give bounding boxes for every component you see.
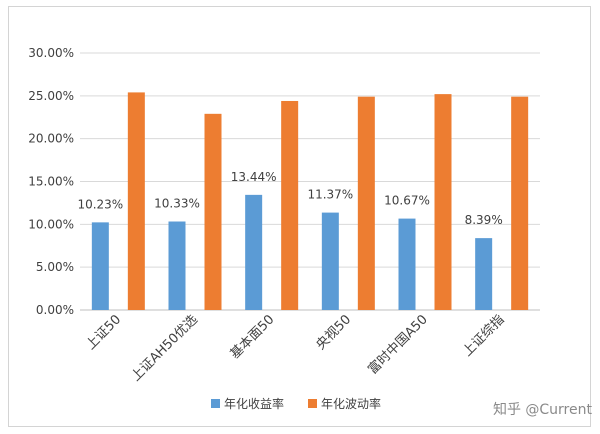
data-label: 10.67% [384,194,430,208]
y-tick-label: 0.00% [36,303,74,317]
bar-return [168,221,186,310]
legend-swatch [308,399,317,408]
x-category-label: 上证综指 [460,312,507,359]
chart-frame [8,6,591,427]
x-category-label: 基本面50 [228,312,278,362]
legend-label: 年化收益率 [224,396,284,411]
bar-volatility [127,92,145,310]
y-tick-label: 20.00% [28,132,74,146]
bar-volatility [434,94,452,311]
bar-volatility [357,96,375,310]
legend-swatch [211,399,220,408]
y-axis: 0.00% 5.00% 10.00% 15.00% 20.00% 25.00% 30.00% [28,46,74,317]
y-tick-label: 5.00% [36,260,74,274]
bar-volatility [511,96,529,310]
y-tick-label: 10.00% [28,217,74,231]
data-label: 8.39% [465,213,503,227]
data-label: 10.33% [154,197,200,211]
bar-return [245,194,263,310]
bar-return [398,218,416,310]
legend: 年化收益率 年化波动率 [211,396,381,411]
gridlines [80,52,540,311]
x-category-label: 央视50 [313,312,354,353]
x-category-label: 上证50 [83,312,124,353]
data-labels: 10.23% 10.33% 13.44% 11.37% 10.67% 8.39% [77,170,502,227]
y-tick-label: 15.00% [28,175,74,189]
bars [91,92,529,311]
data-label: 13.44% [231,170,277,184]
y-tick-label: 25.00% [28,89,74,103]
x-axis: 上证50 上证AH50优选 基本面50 央视50 富时中国A50 上证综指 [83,312,507,385]
x-category-label: 富时中国A50 [365,312,431,378]
bar-return [321,212,339,310]
bar-return [475,238,493,310]
watermark-text: 知乎 @Current [493,401,593,418]
data-label: 10.23% [77,197,123,211]
data-label: 11.37% [307,188,353,202]
bar-volatility [281,100,299,311]
legend-label: 年化波动率 [321,396,381,411]
x-category-label: 上证AH50优选 [129,312,201,384]
bar-return [91,222,109,310]
y-tick-label: 30.00% [28,46,74,60]
bar-volatility [204,113,222,310]
